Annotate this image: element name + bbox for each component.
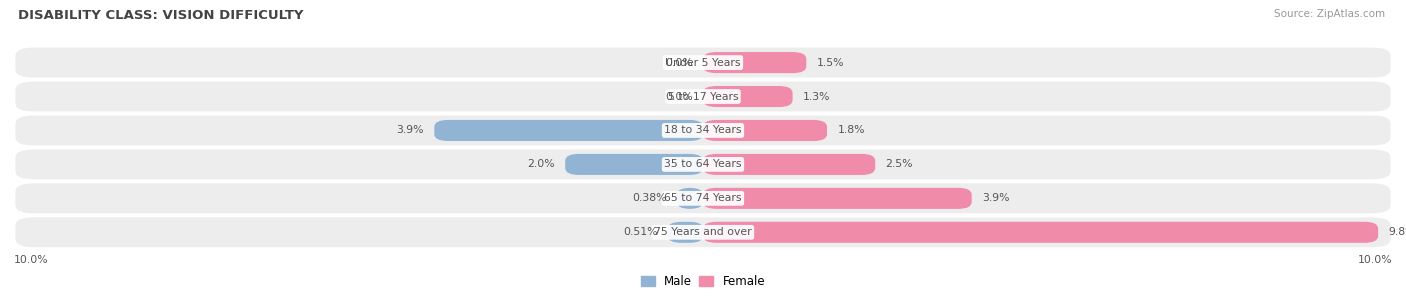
Text: Source: ZipAtlas.com: Source: ZipAtlas.com [1274,9,1385,19]
FancyBboxPatch shape [676,188,703,209]
FancyBboxPatch shape [15,48,1391,78]
Text: 1.8%: 1.8% [838,126,865,136]
FancyBboxPatch shape [15,183,1391,213]
Text: 1.3%: 1.3% [803,92,831,102]
Text: 0.51%: 0.51% [623,227,658,237]
Text: 10.0%: 10.0% [1357,255,1392,265]
FancyBboxPatch shape [15,217,1391,247]
FancyBboxPatch shape [15,81,1391,112]
Text: 1.5%: 1.5% [817,57,844,67]
Text: DISABILITY CLASS: VISION DIFFICULTY: DISABILITY CLASS: VISION DIFFICULTY [18,9,304,22]
Text: Under 5 Years: Under 5 Years [665,57,741,67]
Text: 0.38%: 0.38% [631,193,666,203]
Text: 0.0%: 0.0% [665,57,693,67]
Text: 10.0%: 10.0% [14,255,49,265]
FancyBboxPatch shape [434,120,703,141]
FancyBboxPatch shape [15,116,1391,145]
Text: 75 Years and over: 75 Years and over [654,227,752,237]
FancyBboxPatch shape [703,188,972,209]
Text: 18 to 34 Years: 18 to 34 Years [664,126,742,136]
Text: 65 to 74 Years: 65 to 74 Years [664,193,742,203]
FancyBboxPatch shape [703,52,807,73]
Text: 2.0%: 2.0% [527,159,555,169]
FancyBboxPatch shape [703,86,793,107]
FancyBboxPatch shape [703,120,827,141]
Text: 3.9%: 3.9% [396,126,425,136]
FancyBboxPatch shape [703,222,1378,243]
FancyBboxPatch shape [703,154,875,175]
FancyBboxPatch shape [15,150,1391,179]
FancyBboxPatch shape [565,154,703,175]
FancyBboxPatch shape [668,222,703,243]
Text: 35 to 64 Years: 35 to 64 Years [664,159,742,169]
Text: 9.8%: 9.8% [1389,227,1406,237]
Text: 2.5%: 2.5% [886,159,912,169]
Text: 5 to 17 Years: 5 to 17 Years [668,92,738,102]
Text: 3.9%: 3.9% [981,193,1010,203]
Text: 0.0%: 0.0% [665,92,693,102]
Legend: Male, Female: Male, Female [641,275,765,288]
